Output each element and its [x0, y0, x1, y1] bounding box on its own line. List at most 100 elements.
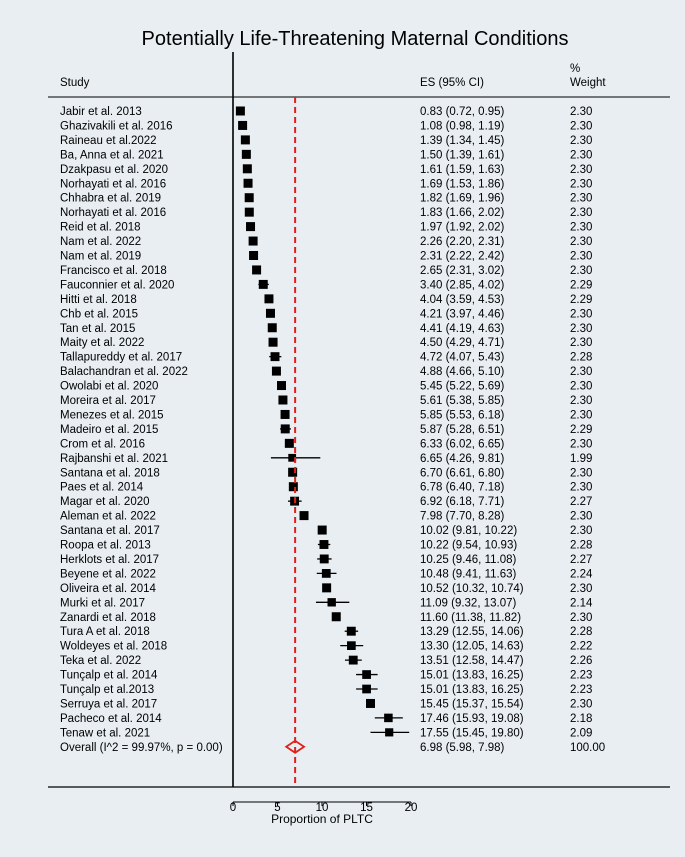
study-label: Nam et al. 2019 — [60, 251, 141, 263]
study-es-text: 4.88 (4.66, 5.10) — [420, 366, 505, 378]
study-weight: 2.14 — [570, 597, 593, 609]
study-marker — [288, 467, 298, 477]
study-weight: 2.30 — [570, 381, 592, 393]
study-marker — [317, 525, 327, 535]
study-weight: 2.30 — [570, 265, 592, 277]
study-marker — [366, 698, 376, 708]
study-es-text: 10.22 (9.54, 10.93) — [420, 540, 517, 552]
study-marker — [346, 626, 356, 636]
study-marker — [267, 323, 277, 333]
study-marker — [385, 728, 394, 737]
study-weight: 2.30 — [570, 511, 592, 523]
study-weight: 2.30 — [570, 583, 592, 595]
study-label: Ba, Anna et al. 2021 — [60, 149, 164, 161]
study-label: Francisco et al. 2018 — [60, 265, 167, 277]
study-es-text: 2.31 (2.22, 2.42) — [420, 251, 505, 263]
study-es-text: 1.50 (1.39, 1.61) — [420, 149, 505, 161]
study-rows: Jabir et al. 2013 0.83 (0.72, 0.95) 2.30 Gh… — [60, 106, 605, 754]
study-label: Tan et al. 2015 — [60, 323, 135, 335]
study-marker — [265, 308, 275, 318]
study-weight: 2.30 — [570, 222, 592, 234]
study-marker — [321, 569, 331, 578]
x-tick-label: 0 — [230, 802, 236, 814]
study-label: Zanardi et al. 2018 — [60, 612, 156, 624]
es-column-header: ES (95% CI) — [420, 77, 484, 89]
overall-label: Overall (I^2 = 99.97%, p = 0.00) — [60, 742, 223, 754]
study-es-text: 1.82 (1.69, 1.96) — [420, 193, 505, 205]
study-es-text: 5.87 (5.28, 6.51) — [420, 424, 505, 436]
study-es-text: 1.97 (1.92, 2.02) — [420, 222, 505, 234]
study-marker — [252, 265, 262, 275]
x-tick-label: 5 — [274, 802, 280, 814]
study-weight: 2.30 — [570, 207, 592, 219]
study-es-text: 17.55 (15.45, 19.80) — [420, 727, 524, 739]
study-marker — [278, 395, 288, 405]
study-marker — [284, 438, 294, 448]
study-es-text: 15.45 (15.37, 15.54) — [420, 698, 524, 710]
study-label: Chb et al. 2015 — [60, 308, 138, 320]
study-es-text: 6.78 (6.40, 7.18) — [420, 482, 505, 494]
study-label: Tallapureddy et al. 2017 — [60, 352, 182, 364]
chart-title: Potentially Life-Threatening Maternal Co… — [142, 28, 569, 50]
study-marker — [271, 366, 281, 376]
study-label: Tunçalp et al. 2014 — [60, 670, 158, 682]
study-weight: 2.30 — [570, 366, 592, 378]
study-label: Paes et al. 2014 — [60, 482, 144, 494]
overall-es-text: 6.98 (5.98, 7.98) — [420, 742, 505, 754]
study-es-text: 10.25 (9.46, 11.08) — [420, 554, 516, 566]
study-label: Aleman et al. 2022 — [60, 511, 156, 523]
weight-column-header: Weight — [570, 77, 606, 89]
study-weight: 2.29 — [570, 279, 592, 291]
study-label: Moreira et al. 2017 — [60, 395, 156, 407]
study-weight: 2.30 — [570, 164, 592, 176]
study-label: Jabir et al. 2013 — [60, 106, 142, 118]
study-marker — [238, 120, 248, 130]
study-es-text: 0.83 (0.72, 0.95) — [420, 106, 505, 118]
study-weight: 2.30 — [570, 438, 592, 450]
study-marker — [270, 352, 280, 362]
study-label: Owolabi et al. 2020 — [60, 381, 158, 393]
study-label: Madeiro et al. 2015 — [60, 424, 158, 436]
x-tick-label: 10 — [316, 802, 329, 814]
study-label: Nam et al. 2022 — [60, 236, 141, 248]
study-label: Norhayati et al. 2016 — [60, 207, 166, 219]
study-weight: 2.30 — [570, 337, 592, 349]
study-weight: 2.30 — [570, 395, 592, 407]
study-marker — [248, 236, 258, 246]
study-es-text: 17.46 (15.93, 19.08) — [420, 713, 524, 725]
study-marker — [242, 164, 252, 174]
study-es-text: 4.50 (4.29, 4.71) — [420, 337, 505, 349]
study-weight: 2.26 — [570, 655, 592, 667]
study-weight: 2.30 — [570, 149, 592, 161]
study-weight: 2.27 — [570, 554, 592, 566]
study-label: Pacheco et al. 2014 — [60, 713, 162, 725]
study-label: Roopa et al. 2013 — [60, 540, 151, 552]
study-weight: 2.30 — [570, 236, 592, 248]
study-es-text: 1.08 (0.98, 1.19) — [420, 120, 505, 132]
study-weight: 2.30 — [570, 308, 592, 320]
study-weight: 2.22 — [570, 641, 592, 653]
study-es-text: 10.48 (9.41, 11.63) — [420, 568, 516, 580]
study-label: Magar et al. 2020 — [60, 496, 150, 508]
study-es-text: 10.02 (9.81, 10.22) — [420, 525, 517, 537]
study-weight: 2.30 — [570, 482, 592, 494]
study-marker — [288, 482, 298, 492]
study-marker — [331, 612, 341, 622]
study-es-text: 11.09 (9.32, 13.07) — [420, 597, 516, 609]
study-label: Woldeyes et al. 2018 — [60, 641, 167, 653]
study-marker — [249, 251, 259, 260]
study-marker — [288, 453, 297, 462]
study-weight: 2.28 — [570, 540, 592, 552]
study-label: Teka et al. 2022 — [60, 655, 141, 667]
study-marker — [258, 279, 268, 289]
weight-column-header-symbol: % — [570, 63, 580, 75]
study-marker — [319, 554, 329, 564]
study-marker — [240, 135, 250, 145]
study-marker — [384, 713, 393, 723]
study-marker — [244, 193, 254, 203]
study-es-text: 4.04 (3.59, 4.53) — [420, 294, 505, 306]
study-es-text: 7.98 (7.70, 8.28) — [420, 511, 505, 523]
x-axis-label: Proportion of PLTC — [271, 812, 373, 826]
study-es-text: 1.39 (1.34, 1.45) — [420, 135, 505, 147]
study-marker — [362, 684, 371, 694]
